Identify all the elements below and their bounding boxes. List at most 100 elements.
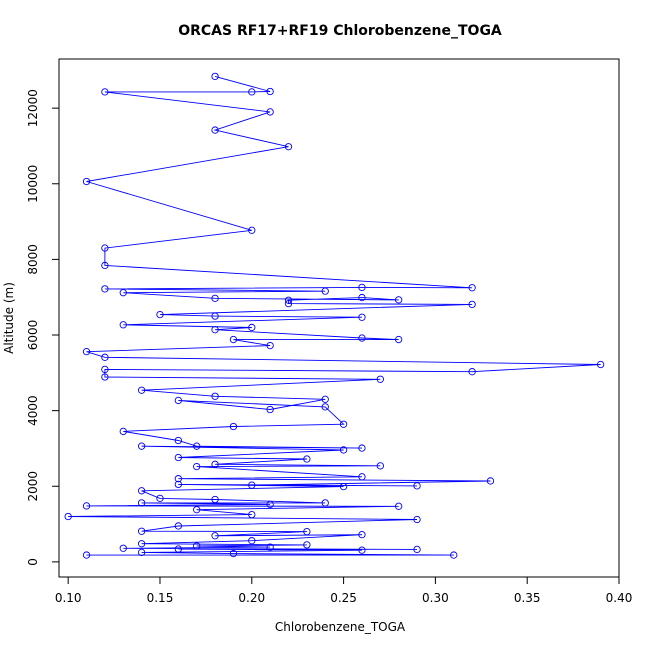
y-axis-label: Altitude (m) bbox=[2, 282, 16, 354]
data-point bbox=[211, 72, 219, 81]
data-point bbox=[137, 540, 146, 548]
x-axis-label: Chlorobenzene_TOGA bbox=[275, 620, 406, 634]
data-point bbox=[395, 335, 403, 344]
y-tick-label: 6000 bbox=[26, 320, 40, 351]
data-point bbox=[82, 502, 91, 510]
x-tick-label: 0.25 bbox=[330, 591, 357, 605]
data-point bbox=[101, 261, 109, 270]
data-point bbox=[82, 177, 91, 186]
data-point bbox=[101, 373, 109, 381]
data-point bbox=[193, 542, 201, 550]
data-point bbox=[358, 293, 366, 302]
data-point bbox=[303, 455, 311, 463]
y-axis: 0 2000 4000 6000 8000 10000 12000 bbox=[26, 89, 60, 566]
data-point bbox=[321, 395, 329, 403]
data-point bbox=[101, 88, 109, 96]
x-tick-label: 0.10 bbox=[55, 591, 82, 605]
data-point bbox=[174, 480, 182, 489]
data-point bbox=[137, 487, 146, 495]
x-tick-label: 0.15 bbox=[147, 591, 174, 605]
x-axis: 0.10 0.15 0.20 0.25 0.30 0.35 0.40 bbox=[55, 576, 632, 605]
data-point bbox=[266, 405, 274, 414]
data-point bbox=[358, 283, 366, 292]
y-tick-label: 4000 bbox=[26, 395, 40, 426]
data-point bbox=[321, 287, 329, 295]
data-point bbox=[266, 341, 274, 350]
data-point bbox=[193, 506, 201, 514]
data-point bbox=[119, 321, 127, 329]
data-point bbox=[211, 312, 219, 320]
data-point bbox=[174, 453, 182, 462]
data-point bbox=[211, 126, 219, 134]
data-point bbox=[211, 392, 219, 400]
data-point bbox=[229, 422, 238, 431]
data-point bbox=[193, 442, 201, 450]
data-point bbox=[101, 353, 109, 361]
data-point bbox=[82, 348, 91, 356]
data-point bbox=[266, 500, 274, 509]
data-point bbox=[596, 360, 605, 369]
data-point bbox=[101, 244, 109, 252]
data-point bbox=[64, 512, 72, 521]
data-point bbox=[82, 551, 91, 559]
data-point bbox=[137, 548, 146, 557]
data-point bbox=[266, 108, 274, 116]
data-point bbox=[156, 494, 164, 503]
data-point bbox=[248, 481, 256, 489]
data-point bbox=[211, 495, 219, 504]
data-point bbox=[174, 522, 182, 530]
data-point bbox=[211, 326, 219, 334]
data-point bbox=[395, 502, 403, 510]
data-point bbox=[358, 546, 366, 554]
data-point bbox=[156, 310, 164, 319]
data-point bbox=[211, 460, 219, 468]
x-tick-label: 0.35 bbox=[514, 591, 541, 605]
data-point bbox=[101, 365, 109, 374]
data-point bbox=[468, 284, 476, 292]
data-point bbox=[358, 531, 366, 539]
data-point bbox=[266, 87, 274, 96]
data-point bbox=[248, 510, 256, 519]
data-point bbox=[248, 226, 256, 234]
data-point bbox=[468, 368, 476, 376]
data-point bbox=[248, 88, 256, 96]
series-line bbox=[68, 75, 601, 556]
data-point bbox=[376, 462, 384, 470]
data-point bbox=[358, 334, 366, 342]
data-point bbox=[358, 473, 366, 481]
data-point bbox=[174, 396, 182, 405]
data-point bbox=[229, 335, 238, 344]
data-point bbox=[450, 551, 458, 559]
data-point bbox=[137, 527, 146, 535]
data-point bbox=[486, 477, 495, 485]
data-point bbox=[321, 499, 329, 507]
data-point bbox=[339, 446, 348, 454]
data-point bbox=[137, 386, 146, 394]
data-point bbox=[119, 544, 127, 552]
data-point bbox=[284, 299, 293, 308]
data-point bbox=[119, 427, 127, 436]
data-point bbox=[376, 375, 384, 383]
y-tick-label: 12000 bbox=[26, 89, 40, 127]
data-point bbox=[321, 403, 329, 411]
data-point bbox=[174, 545, 182, 553]
y-tick-label: 2000 bbox=[26, 471, 40, 502]
data-point bbox=[413, 482, 421, 490]
data-point bbox=[174, 436, 182, 445]
data-point bbox=[395, 296, 403, 304]
chart-title: ORCAS RF17+RF19 Chlorobenzene_TOGA bbox=[178, 23, 502, 39]
data-point bbox=[339, 482, 348, 491]
data-point bbox=[284, 143, 293, 151]
data-point bbox=[248, 537, 256, 545]
data-point bbox=[358, 444, 366, 452]
data-point bbox=[413, 515, 421, 524]
data-point bbox=[211, 294, 219, 302]
data-point bbox=[193, 462, 201, 471]
y-tick-label: 10000 bbox=[26, 165, 40, 203]
data-point bbox=[468, 300, 476, 309]
data-point bbox=[339, 420, 348, 428]
x-tick-label: 0.20 bbox=[238, 591, 265, 605]
data-point bbox=[211, 532, 219, 540]
data-point bbox=[413, 545, 421, 554]
